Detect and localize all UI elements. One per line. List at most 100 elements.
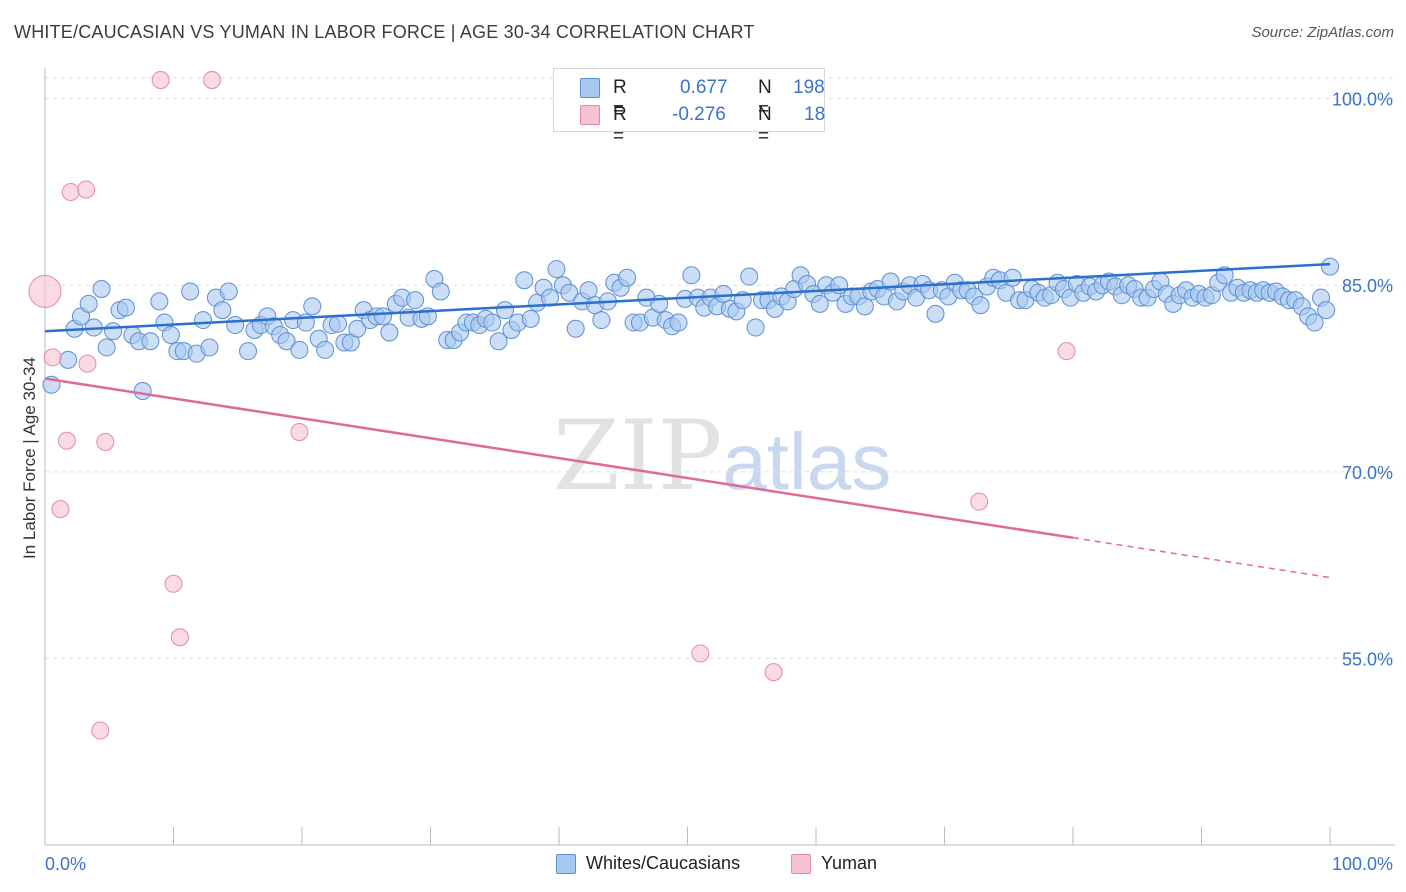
yuman-point [96,432,115,451]
whites-point [303,297,322,316]
whites-point [116,298,135,317]
whites-point [194,311,213,330]
watermark: ZIPatlas [553,400,891,512]
whites-point [1003,268,1022,287]
watermark-zip: ZIP [553,400,723,512]
yuman-point [78,354,97,373]
whites-point [161,326,180,344]
whites-point [489,332,508,351]
yuman-point [57,431,76,450]
whites-point [496,301,515,320]
legend-swatch-pink [580,105,600,125]
whites-point [431,282,450,301]
yuman-trendline-extension [1072,537,1331,579]
whites-point [746,318,765,337]
legend-swatch-blue [580,78,600,98]
whites-point [483,313,502,332]
yuman-point [1057,342,1076,361]
yuman-point [151,71,170,89]
legend-n-label: N = [758,77,772,120]
whites-point [682,266,701,285]
whites-point [541,288,560,307]
whites-point [219,282,238,301]
bottom-legend-label: Whites/Caucasians [586,853,741,873]
legend-r-value: 0.677 [680,77,728,98]
whites-point [277,332,296,351]
whites-point [592,311,611,330]
whites-point [521,309,540,328]
yuman-point [28,274,62,308]
whites-point [740,267,759,286]
bottom-legend-swatch-pink [791,854,811,874]
yuman-point [290,423,309,442]
yuman-point [764,663,783,682]
whites-point [348,319,367,338]
whites-point [579,281,598,300]
whites-point [226,316,245,335]
bottom-legend-swatch-blue [556,854,576,874]
whites-point [213,301,232,320]
whites-point [373,307,392,326]
whites-point [855,297,874,316]
whites-point [810,294,829,313]
whites-point [406,291,425,310]
whites-point [1321,257,1339,276]
yuman-trendline [44,377,1074,539]
yuman-point [51,500,70,519]
source-credit: Source: ZipAtlas.com [1251,24,1394,41]
whites-point [150,292,169,311]
whites-point [714,284,733,303]
bottom-legend-label: Yuman [821,853,878,873]
whites-point [181,282,200,301]
whites-point [239,342,258,361]
yuman-point [164,574,183,593]
whites-point [59,350,78,369]
whites-point [328,314,347,333]
whites-point [669,313,688,332]
whites-point [316,340,335,359]
whites-point [547,260,566,279]
whites-point [79,294,98,313]
whites-point [290,340,309,359]
yuman-point [91,721,110,740]
legend-r-label: R = [613,104,627,147]
whites-point [566,319,585,338]
yuman-point [203,71,222,89]
yuman-point [691,644,710,663]
watermark-atlas: atlas [722,417,892,506]
yuman-point [170,628,189,647]
whites-point [618,268,637,287]
legend-n-label: N = [758,104,772,147]
whites-point [104,322,123,341]
whites-point [200,338,219,357]
y-axis-label: In Labor Force | Age 30-34 [20,357,39,559]
whites-point [141,332,160,351]
chart-title: WHITE/CAUCASIAN VS YUMAN IN LABOR FORCE … [14,22,755,42]
y-tick-label: 85.0% [1342,276,1393,296]
whites-point [971,296,990,315]
legend-n-value: 198 [793,77,825,98]
whites-point [560,283,579,302]
whites-point [380,323,399,342]
whites-point [133,381,152,400]
x-tick-label: 100.0% [1332,854,1393,874]
yuman-point [970,492,989,511]
whites-point [515,271,534,290]
legend-r-label: R = [613,77,627,120]
whites-point [1305,313,1324,332]
x-tick-label: 0.0% [45,854,86,874]
legend-n-value: 18 [804,104,826,125]
whites-point [97,338,116,357]
yuman-point [61,182,80,201]
stats-legend: R = 0.677 N = 198 R = -0.276 N = 18 [553,68,826,147]
yuman-point [77,180,96,199]
y-tick-label: 55.0% [1342,649,1393,669]
y-tick-label: 70.0% [1342,463,1393,483]
whites-point [1317,301,1336,320]
y-tick-label: 100.0% [1332,90,1393,110]
legend-r-value: -0.276 [672,104,726,125]
whites-point [92,279,111,298]
whites-point [926,304,945,323]
yuman-point [43,348,62,367]
